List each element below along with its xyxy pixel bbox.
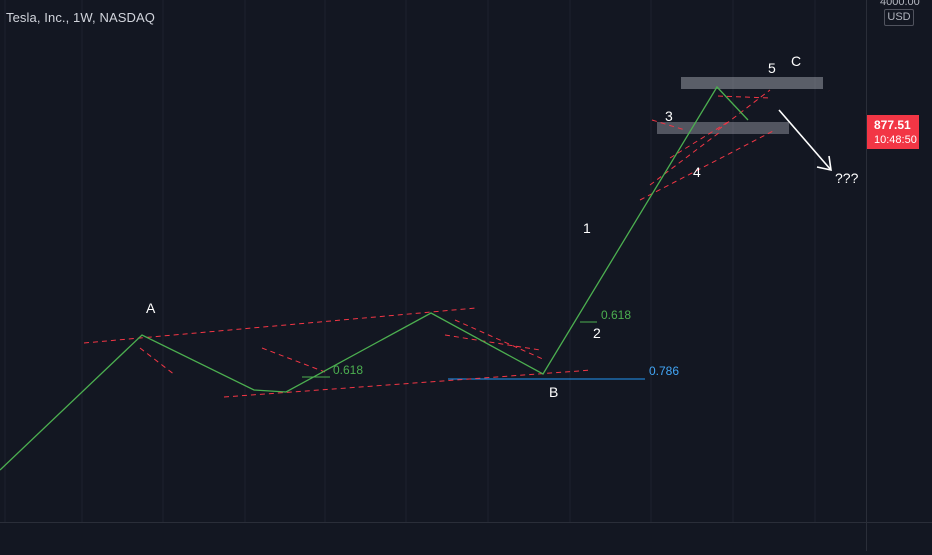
wave-label: 4	[693, 164, 701, 180]
channel-line[interactable]	[651, 119, 686, 131]
wave-label: 5	[768, 60, 776, 76]
channel-line[interactable]	[223, 369, 593, 398]
currency-label[interactable]: USD	[884, 9, 914, 26]
axis-corner	[866, 522, 932, 551]
wave-label: B	[549, 384, 558, 400]
support-zone[interactable]	[657, 122, 789, 134]
fib-label: 0.618	[333, 363, 363, 377]
last-price-badge: 877.51 10:48:50	[867, 115, 919, 149]
symbol-title[interactable]: Tesla, Inc., 1W, NASDAQ	[6, 10, 155, 25]
channel-line[interactable]	[639, 129, 776, 201]
wave-label: 3	[665, 108, 673, 124]
channel-line[interactable]	[649, 131, 721, 186]
wave-label: A	[146, 300, 156, 316]
price-axis[interactable]	[866, 0, 932, 522]
wave-label: C	[791, 53, 801, 69]
last-price-value: 877.51	[874, 118, 911, 132]
forecast-arrow-head[interactable]	[816, 155, 832, 172]
bar-countdown: 10:48:50	[874, 134, 917, 146]
wave-label: 2	[593, 325, 601, 341]
fib-label: 0.786	[649, 364, 679, 378]
channel-line[interactable]	[83, 307, 477, 344]
wave-label: ???	[835, 170, 859, 186]
price-axis-top-label: 4000.00	[880, 0, 920, 8]
channel-line[interactable]	[261, 347, 326, 373]
channel-line[interactable]	[669, 121, 729, 159]
channel-line[interactable]	[139, 347, 176, 376]
wave-path[interactable]	[0, 85, 749, 471]
fib-label: 0.618	[601, 308, 631, 322]
wave-label: 1	[583, 220, 591, 236]
resistance-zone[interactable]	[681, 77, 823, 89]
channel-line[interactable]	[444, 334, 541, 351]
channel-line[interactable]	[454, 319, 546, 361]
time-axis[interactable]	[0, 522, 866, 551]
forecast-arrow-shaft[interactable]	[778, 109, 832, 171]
